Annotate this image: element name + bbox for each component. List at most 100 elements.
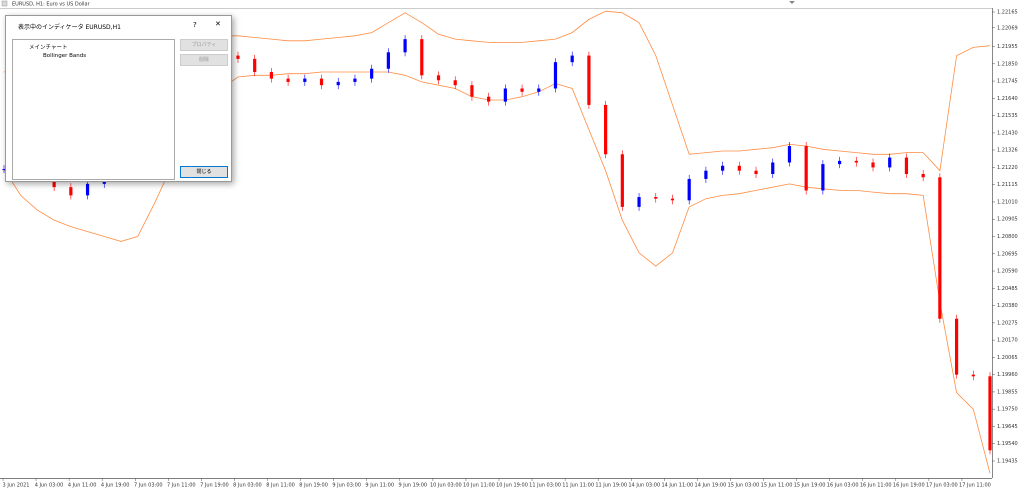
candle-body [921, 174, 925, 178]
price-label: 1.19750 [997, 407, 1018, 413]
candle-body [537, 88, 541, 92]
price-label: 1.21955 [997, 44, 1018, 50]
time-label: 16 Jun 03:00 [827, 483, 859, 489]
candle-body [604, 104, 608, 155]
time-label: 17 Jun 11:00 [959, 483, 991, 489]
properties-button[interactable]: プロパティ [180, 39, 228, 51]
time-label: 11 Jun 03:00 [529, 483, 561, 489]
time-label: 4 Jun 03:00 [35, 483, 64, 489]
price-label: 1.19645 [997, 424, 1018, 430]
price-label: 1.21535 [997, 113, 1018, 119]
candle-body [888, 157, 892, 168]
price-label: 1.21850 [997, 61, 1018, 67]
indicators-dialog: 表示中のインディケータ EURUSD,H1 ? ✕ メインチャート Bollin… [5, 15, 232, 182]
candle-body [771, 162, 775, 175]
candle-body [754, 170, 758, 175]
help-button[interactable]: ? [193, 21, 197, 29]
candle-body [637, 197, 641, 207]
price-label: 1.20065 [997, 355, 1018, 361]
candle-body [470, 85, 474, 97]
candle-body [587, 55, 591, 105]
price-label: 1.21115 [997, 182, 1018, 188]
price-label: 1.20590 [997, 269, 1018, 275]
candle-body [620, 154, 624, 207]
time-label: 3 Jun 2021 [3, 483, 30, 489]
tree-item[interactable]: メインチャート [29, 45, 68, 51]
time-label: 15 Jun 19:00 [794, 483, 826, 489]
candle-body [336, 81, 340, 86]
candle-body [303, 78, 307, 82]
price-label: 1.19435 [997, 459, 1018, 465]
dialog-title: 表示中のインディケータ EURUSD,H1 [18, 24, 121, 31]
time-label: 7 Jun 11:00 [167, 483, 196, 489]
candle-body [2, 169, 6, 171]
price-label: 1.20170 [997, 338, 1018, 344]
indicator-tree: メインチャート Bollinger Bands [12, 39, 175, 180]
candle-body [236, 55, 240, 59]
time-label: 9 Jun 19:00 [399, 483, 428, 489]
price-label: 1.19540 [997, 441, 1018, 447]
price-label: 1.22069 [997, 25, 1018, 31]
candle-body [804, 146, 808, 191]
close-dialog-button[interactable]: 閉じる [180, 166, 228, 178]
icon [1, 0, 8, 7]
time-label: 14 Jun 03:00 [628, 483, 660, 489]
price-label: 1.21220 [997, 165, 1018, 171]
candle-body [353, 78, 357, 82]
time-label: 11 Jun 11:00 [562, 483, 594, 489]
candle-body [737, 165, 741, 171]
candle-body [904, 157, 909, 175]
candle-body [721, 165, 725, 171]
time-label: 9 Jun 11:00 [365, 483, 394, 489]
candle-body [938, 177, 942, 319]
candle-body [553, 62, 558, 89]
candle-body [821, 164, 825, 191]
price-label: 1.21430 [997, 130, 1018, 136]
candle-body [520, 88, 524, 92]
candle-body [253, 58, 257, 73]
price-label: 1.21326 [997, 147, 1018, 153]
time-label: 7 Jun 19:00 [200, 483, 229, 489]
candle-body [871, 162, 875, 168]
price-label: 1.20695 [997, 251, 1018, 257]
candle-body [420, 39, 424, 76]
candle-body [436, 75, 441, 81]
candle-body [269, 72, 273, 79]
price-label: 1.21640 [997, 96, 1018, 102]
price-label: 1.20275 [997, 320, 1018, 326]
time-label: 8 Jun 19:00 [299, 483, 328, 489]
candle-body [837, 160, 842, 165]
candle-body [286, 78, 290, 82]
price-label: 1.19855 [997, 389, 1018, 395]
time-label: 10 Jun 19:00 [496, 483, 528, 489]
candle-body [570, 55, 574, 63]
close-button[interactable]: ✕ [215, 20, 221, 28]
price-label: 1.20485 [997, 286, 1018, 292]
time-label: 8 Jun 03:00 [233, 483, 262, 489]
candle-body [854, 160, 858, 163]
time-label: 17 Jun 03:00 [926, 483, 958, 489]
candle-body [403, 39, 407, 53]
time-label: 4 Jun 11:00 [68, 483, 97, 489]
price-label: 1.21745 [997, 79, 1018, 85]
candle-body [453, 80, 457, 86]
time-label: 9 Jun 03:00 [332, 483, 361, 489]
time-label: 4 Jun 19:00 [101, 483, 130, 489]
tree-item[interactable]: Bollinger Bands [43, 53, 87, 59]
price-label: 1.22165 [997, 10, 1018, 16]
scroll-marker [789, 1, 795, 4]
time-label: 14 Jun 19:00 [695, 483, 727, 489]
candle-body [85, 183, 90, 196]
time-label: 15 Jun 11:00 [761, 483, 793, 489]
time-label: 15 Jun 03:00 [728, 483, 760, 489]
candle-body [503, 88, 507, 102]
delete-button[interactable]: 削除 [180, 54, 228, 66]
window-title: EURUSD, H1: Euro vs US Dollar [12, 2, 91, 8]
time-label: 10 Jun 03:00 [430, 483, 462, 489]
price-label: 1.20380 [997, 303, 1018, 309]
price-label: 1.20800 [997, 234, 1018, 240]
candle-body [787, 146, 792, 163]
candle-body [370, 68, 374, 79]
